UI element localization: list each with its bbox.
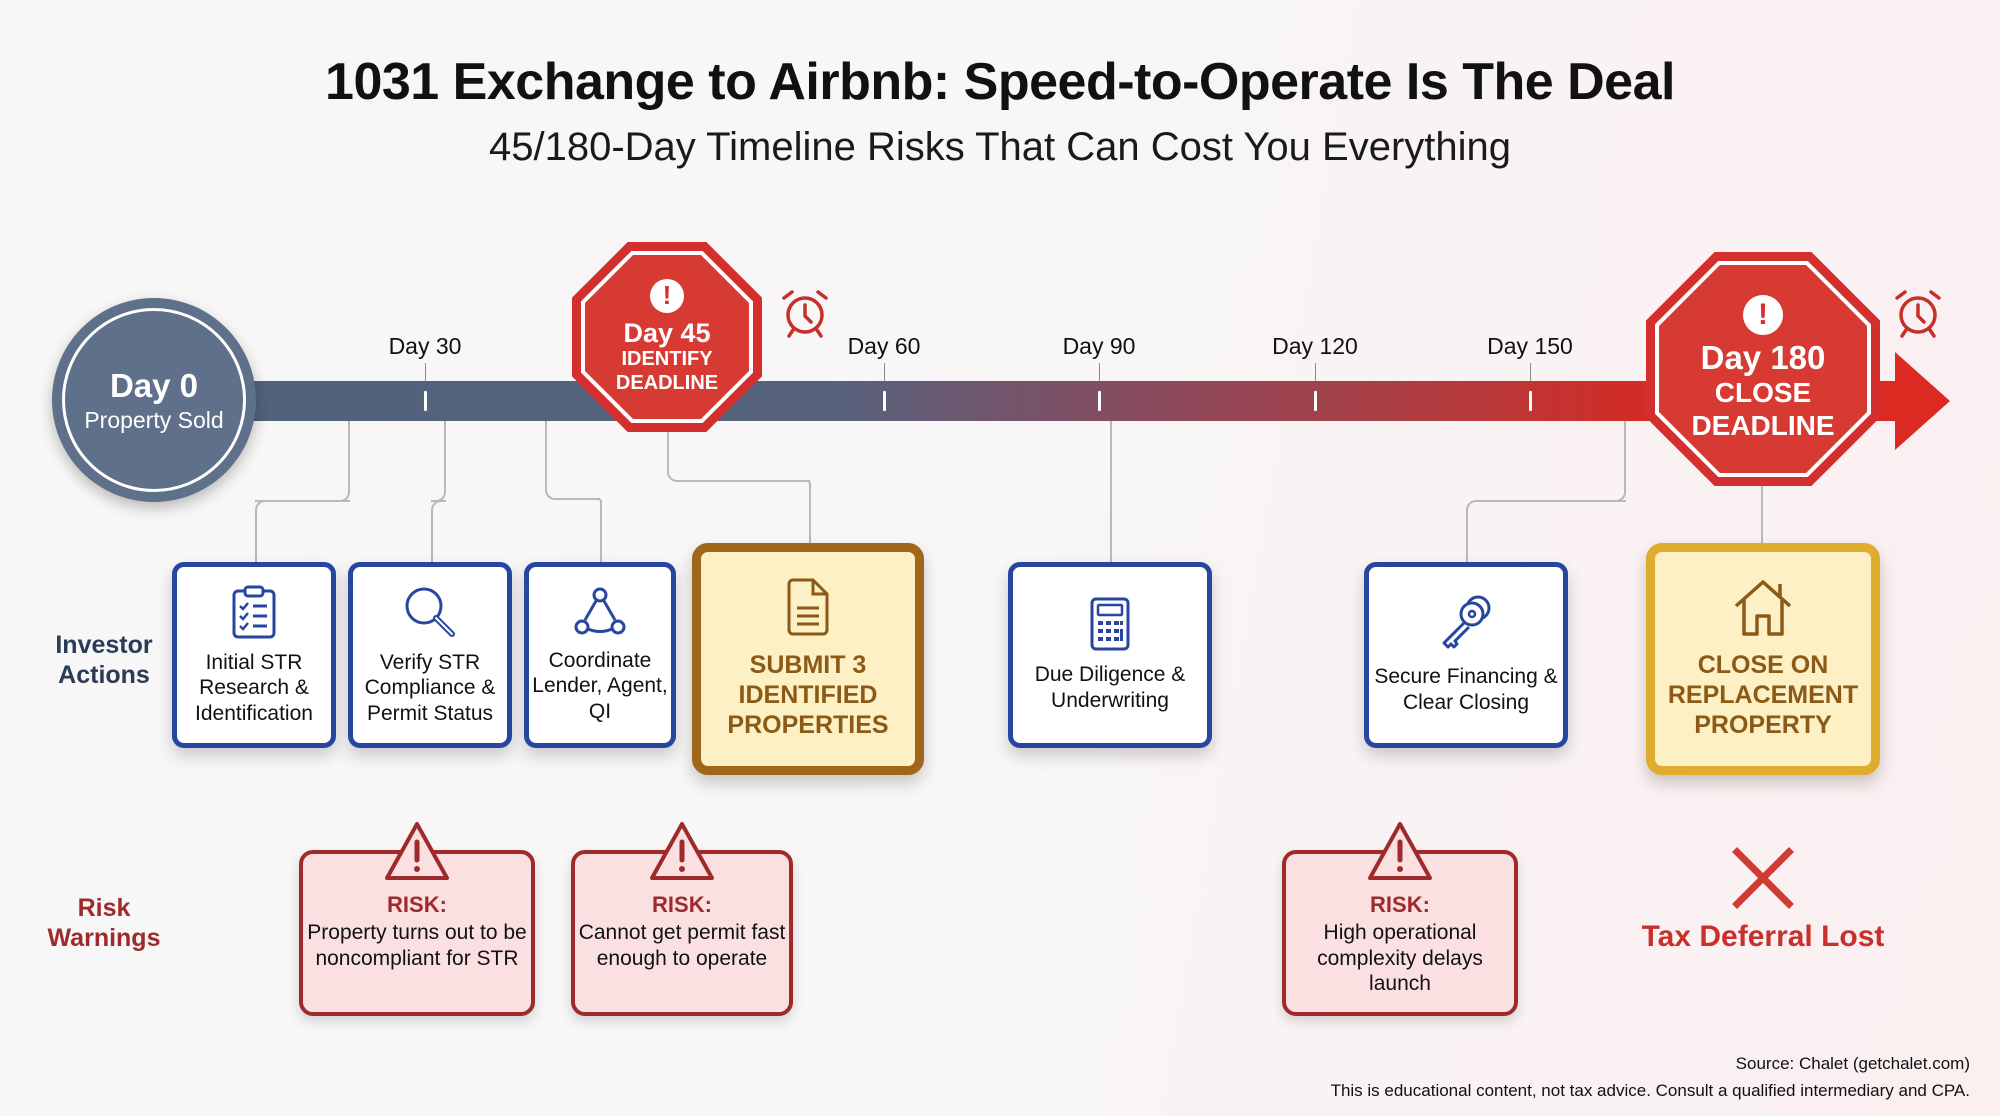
tick-label-day-150: Day 150: [1487, 333, 1573, 359]
risk-box-operational: RISK: High operational complexity delays…: [1282, 822, 1518, 1016]
tick-day-60: [883, 391, 886, 411]
exclamation-icon: !: [650, 278, 684, 313]
day-0-label: Property Sold: [84, 406, 224, 433]
risk-box-permit: RISK: Cannot get permit fast enough to o…: [571, 822, 793, 1016]
page-subtitle: 45/180-Day Timeline Risks That Can Cost …: [488, 125, 1511, 169]
row-label-investor-actions: Investor Actions: [55, 631, 153, 689]
action-text: Due Diligence & Underwriting: [1034, 663, 1186, 712]
risk-title: RISK:: [652, 892, 712, 917]
day-180-deadline-sign: ! Day 180 CLOSE DEADLINE: [1646, 252, 1880, 486]
house-icon: [1734, 580, 1792, 636]
tick-day-30: [424, 391, 427, 411]
tax-deferral-lost-label: Tax Deferral Lost: [1641, 920, 1885, 953]
document-icon: [787, 578, 829, 636]
action-card-due-diligence: Due Diligence & Underwriting: [1008, 562, 1212, 748]
exclamation-icon: !: [1743, 295, 1783, 336]
action-card-secure-financing: Secure Financing & Clear Closing: [1364, 562, 1568, 748]
risk-text: Cannot get permit fast enough to operate: [578, 921, 786, 970]
action-text: Verify STR Compliance & Permit Status: [364, 650, 496, 725]
action-text: Secure Financing & Clear Closing: [1374, 665, 1558, 714]
risk-title: RISK:: [1370, 892, 1430, 917]
milestone-card-submit-properties: SUBMIT 3 IDENTIFIED PROPERTIES: [692, 543, 924, 775]
timeline-bar: [230, 381, 1905, 421]
milestone-card-close-replacement: CLOSE ON REPLACEMENT PROPERTY: [1646, 543, 1880, 775]
milestone-text: CLOSE ON REPLACEMENT PROPERTY: [1667, 651, 1859, 739]
calculator-icon: [1090, 597, 1130, 651]
tick-label-day-60: Day 60: [847, 333, 921, 359]
row-label-risk-warnings: Risk Warnings: [47, 894, 161, 952]
alarm-clock-icon: [1895, 290, 1941, 338]
tick-label-day-90: Day 90: [1062, 333, 1136, 359]
day-45-line2: DEADLINE: [615, 372, 719, 395]
risk-text: High operational complexity delays launc…: [1317, 921, 1483, 996]
milestone-text: SUBMIT 3 IDENTIFIED PROPERTIES: [727, 651, 889, 739]
warning-triangle-icon: [650, 822, 714, 880]
tick-label-day-30: Day 30: [388, 333, 462, 359]
network-icon: [574, 587, 626, 635]
tick-label-day-120: Day 120: [1272, 333, 1358, 359]
timeline-arrow-icon: [1895, 352, 1950, 450]
magnifier-icon: [405, 587, 455, 637]
action-card-verify-compliance: Verify STR Compliance & Permit Status: [348, 562, 512, 748]
risk-text: Property turns out to be noncompliant fo…: [307, 921, 527, 970]
risk-box-noncompliant: RISK: Property turns out to be noncompli…: [299, 822, 535, 1016]
day-45-line1: IDENTIFY: [621, 348, 713, 371]
day-180-title: Day 180: [1700, 339, 1826, 377]
warning-triangle-icon: [1368, 822, 1432, 880]
day-0-marker: Day 0 Property Sold: [52, 298, 256, 502]
day-180-line2: DEADLINE: [1691, 410, 1835, 442]
tick-day-120: [1314, 391, 1317, 411]
action-text: Initial STR Research & Identification: [195, 650, 313, 725]
disclaimer: This is educational content, not tax adv…: [1330, 1081, 1970, 1100]
tick-day-90: [1098, 391, 1101, 411]
day-45-deadline-sign: ! Day 45 IDENTIFY DEADLINE: [572, 242, 762, 432]
action-text: Coordinate Lender, Agent, QI: [532, 648, 668, 723]
risk-title: RISK:: [387, 892, 447, 917]
clipboard-checklist-icon: [232, 585, 276, 639]
alarm-clock-icon: [782, 290, 828, 338]
tick-day-150: [1529, 391, 1532, 411]
x-mark-icon: [1732, 847, 1794, 909]
day-180-line1: CLOSE: [1714, 376, 1812, 408]
action-card-research: Initial STR Research & Identification: [172, 562, 336, 748]
warning-triangle-icon: [385, 822, 449, 880]
page-title: 1031 Exchange to Airbnb: Speed-to-Operat…: [325, 53, 1675, 111]
source-credit: Source: Chalet (getchalet.com): [1735, 1054, 1970, 1073]
day-0-title: Day 0: [109, 366, 199, 404]
action-card-coordinate: Coordinate Lender, Agent, QI: [524, 562, 676, 748]
key-icon: [1442, 595, 1491, 649]
day-45-title: Day 45: [623, 317, 711, 348]
